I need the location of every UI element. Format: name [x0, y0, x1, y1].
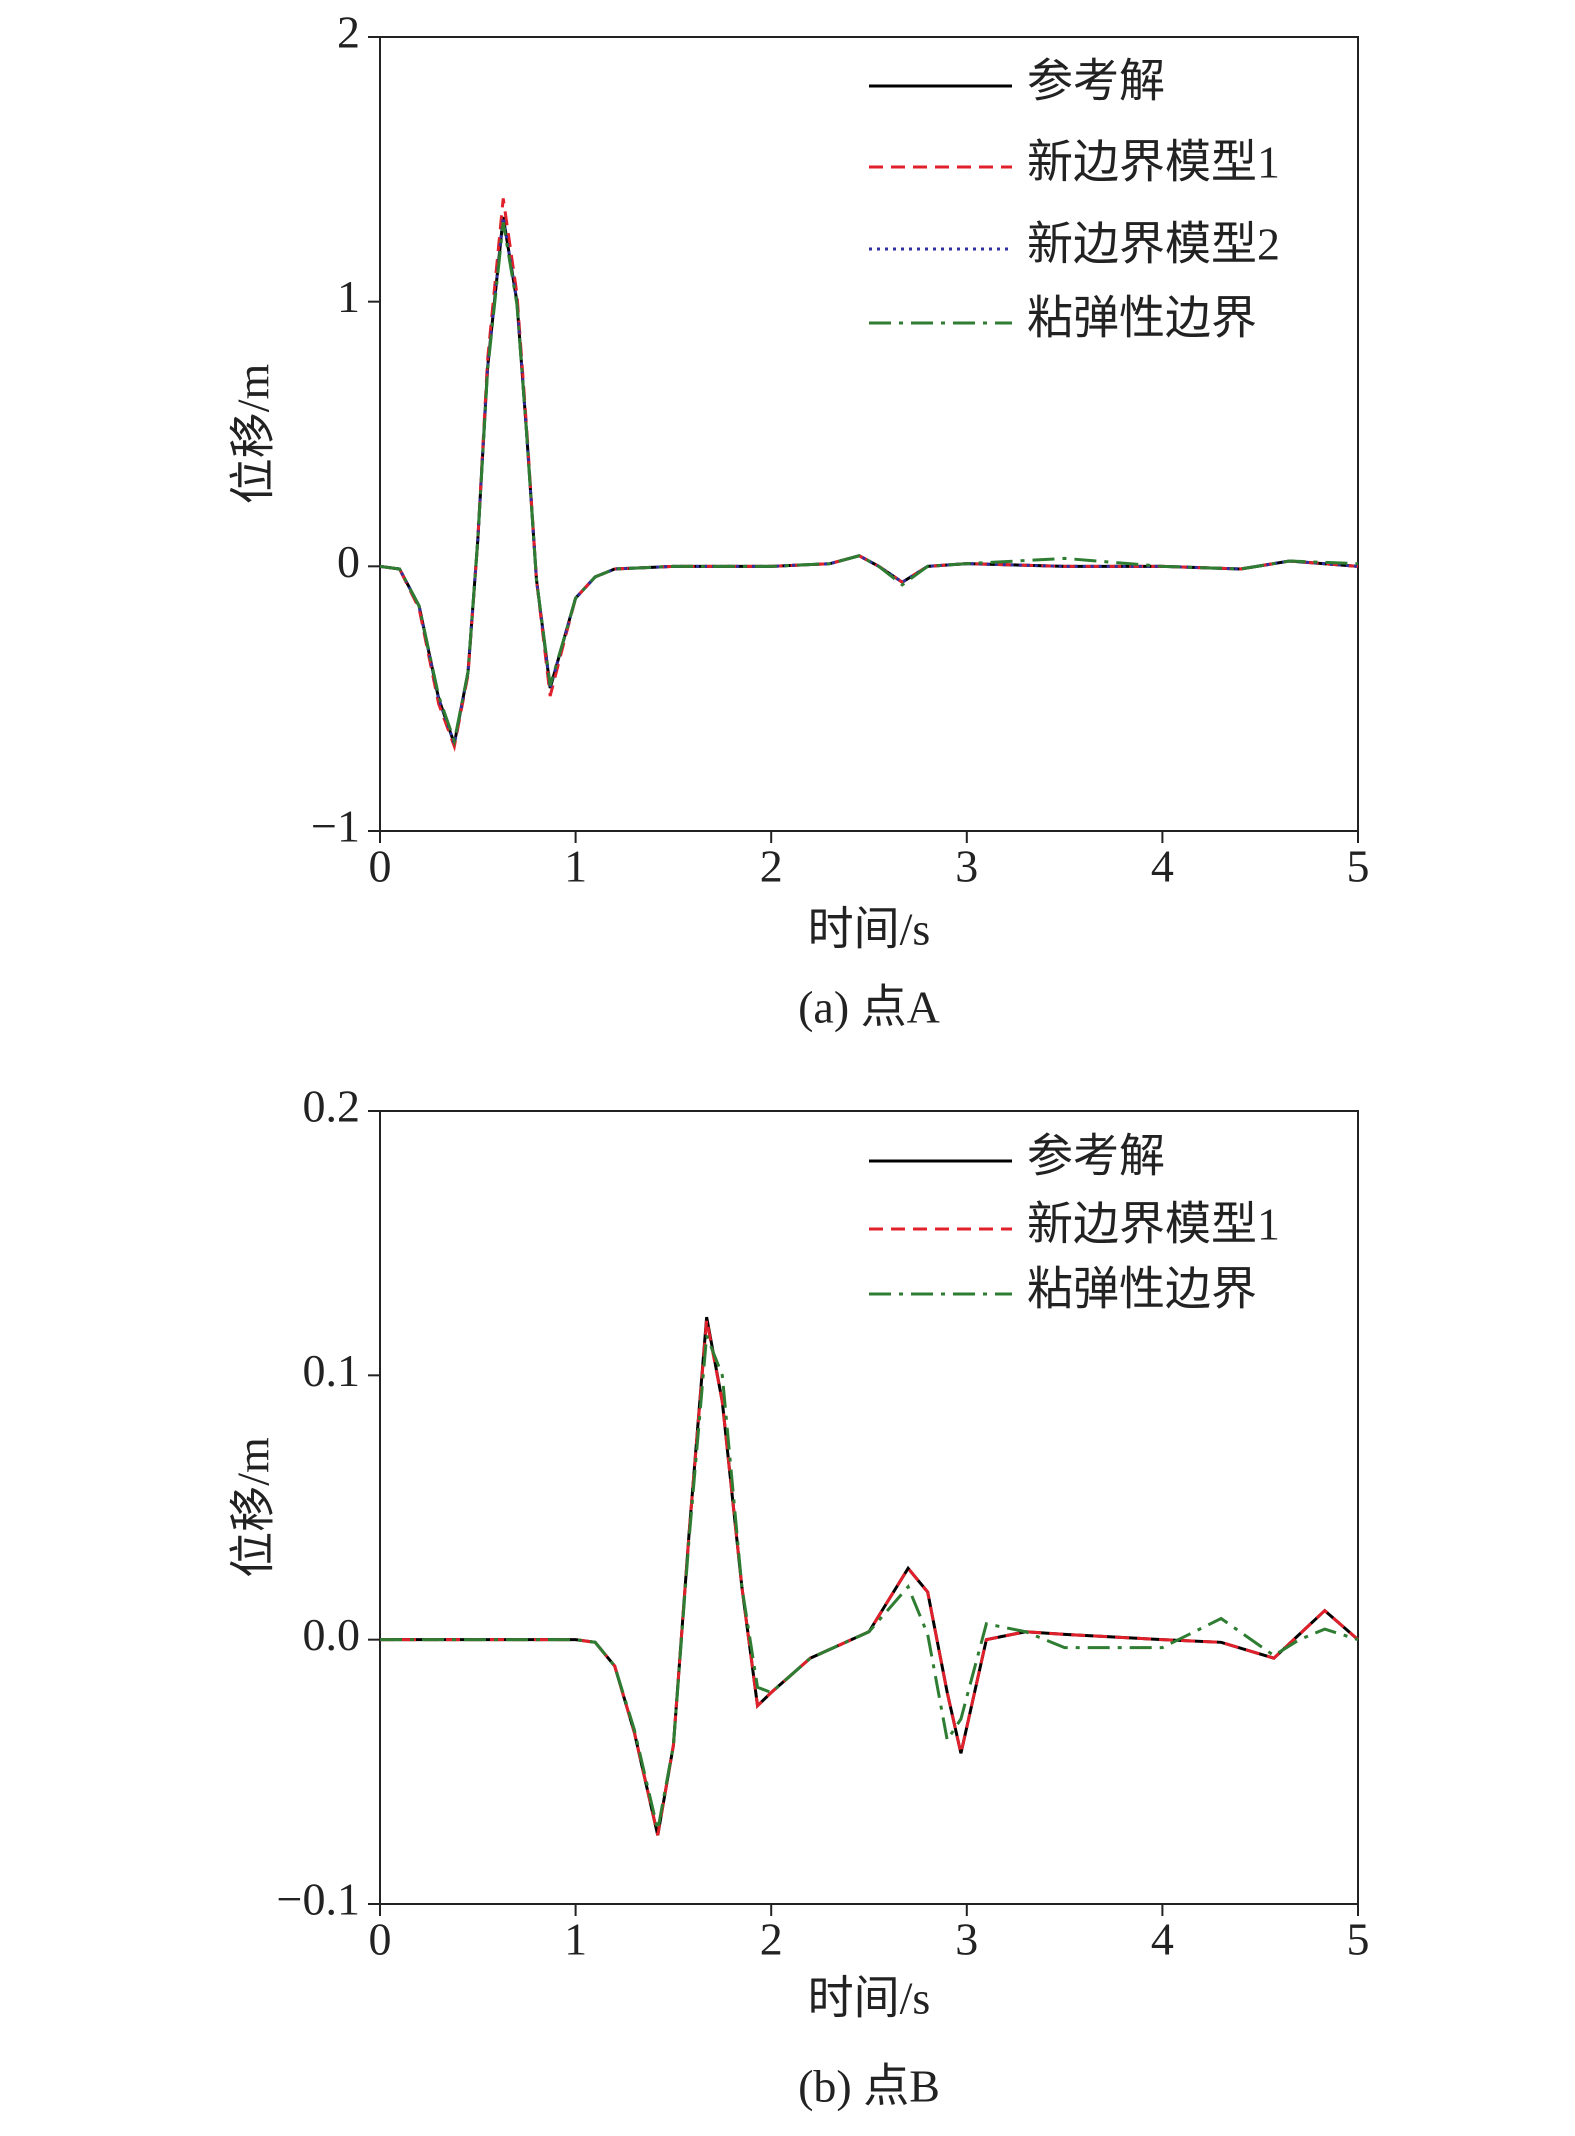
y-axis-label: 位移/m: [228, 364, 279, 505]
x-tick-label: 0: [369, 841, 392, 892]
y-tick-label: −0.1: [277, 1874, 360, 1925]
chart-caption: (a) 点A: [798, 982, 940, 1033]
y-tick-label: 0.0: [303, 1609, 361, 1660]
series-line: [380, 1319, 1359, 1836]
x-tick-label: 3: [955, 841, 978, 892]
x-tick-label: 1: [564, 1914, 587, 1965]
legend-label: 粘弹性边界: [1027, 1264, 1257, 1315]
legend-label: 新边界模型1: [1027, 1199, 1280, 1250]
x-tick-label: 4: [1151, 1914, 1174, 1965]
y-tick-label: 0.2: [303, 1081, 361, 1132]
series-line: [380, 1335, 1359, 1831]
x-tick-label: 1: [564, 841, 587, 892]
y-tick-label: −1: [311, 801, 360, 852]
plot-frame: [379, 36, 1359, 832]
y-tick-label: 2: [337, 7, 360, 58]
legend-label: 参考解: [1027, 1131, 1165, 1182]
x-tick-label: 0: [369, 1914, 392, 1965]
series-line: [379, 198, 1359, 752]
legend-label: 参考解: [1027, 56, 1165, 107]
legend-label: 粘弹性边界: [1027, 293, 1257, 344]
series-line: [380, 1316, 1359, 1836]
y-axis-label: 位移/m: [228, 1437, 279, 1578]
x-axis-label: 时间/s: [808, 904, 931, 955]
x-tick-label: 5: [1347, 841, 1370, 892]
y-tick-label: 0: [337, 536, 360, 587]
chart-caption: (b) 点B: [798, 2061, 940, 2112]
x-tick-label: 5: [1347, 1914, 1370, 1965]
y-tick-label: 0.1: [303, 1345, 361, 1396]
x-tick-label: 3: [955, 1914, 978, 1965]
x-axis-label: 时间/s: [808, 1973, 931, 2024]
x-tick-label: 4: [1151, 841, 1174, 892]
plot-frame: [379, 1110, 1359, 1905]
y-tick-label: 1: [337, 271, 360, 322]
legend-label: 新边界模型2: [1027, 219, 1280, 270]
x-tick-label: 2: [760, 841, 783, 892]
series-line: [379, 222, 1359, 747]
x-tick-label: 2: [760, 1914, 783, 1965]
legend-label: 新边界模型1: [1027, 137, 1280, 188]
